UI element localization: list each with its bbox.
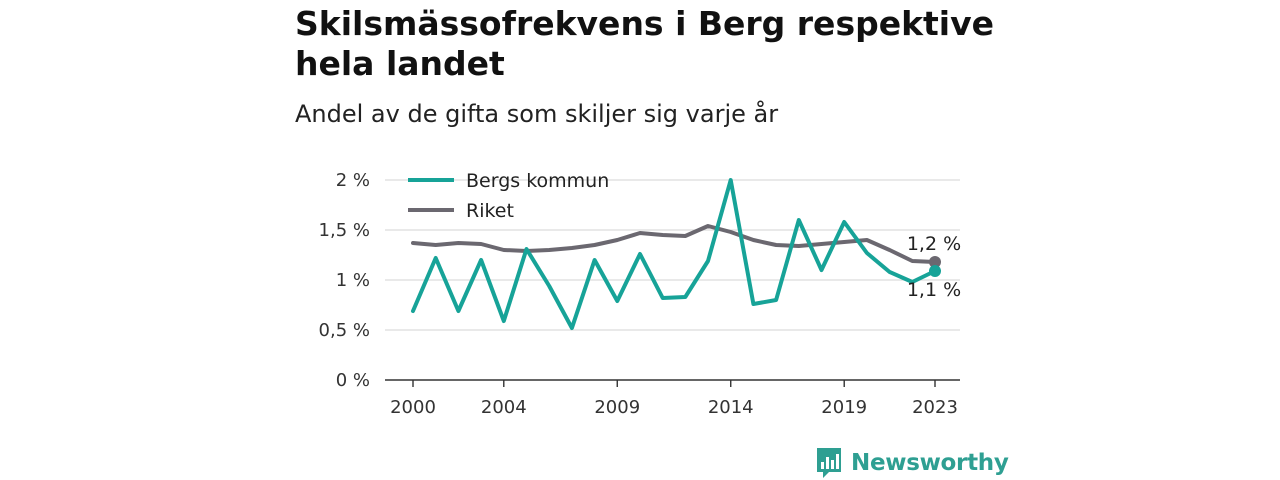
legend-label: Riket xyxy=(466,200,514,222)
legend-label: Bergs kommun xyxy=(466,170,609,192)
y-axis-ticks: 0 % 0,5 % 1 % 1,5 % 2 % xyxy=(319,170,370,391)
x-axis: 2000 2004 2009 2014 2019 2023 xyxy=(385,379,960,418)
chart-title: Skilsmässofrekvens i Berg respektive hel… xyxy=(295,4,995,83)
y-tick-label: 1 % xyxy=(336,270,370,291)
x-tick-label: 2023 xyxy=(912,397,958,418)
chart-subtitle: Andel av de gifta som skiljer sig varje … xyxy=(295,100,779,128)
y-tick-label: 2 % xyxy=(336,170,370,191)
newsworthy-logo-icon xyxy=(817,448,841,478)
end-labels: 1,2 % 1,1 % xyxy=(907,233,961,301)
series-line-bergs-kommun xyxy=(411,178,937,330)
brand: Newsworthy xyxy=(815,446,1009,480)
series-line-riket xyxy=(411,224,937,264)
gridlines xyxy=(385,179,960,331)
x-tick-label: 2000 xyxy=(390,397,436,418)
series-end-point xyxy=(929,256,941,268)
x-tick-label: 2019 xyxy=(821,397,867,418)
brand-name: Newsworthy xyxy=(851,450,1009,476)
x-tick-label: 2009 xyxy=(594,397,640,418)
series-lines xyxy=(411,178,941,330)
x-tick-label: 2014 xyxy=(708,397,754,418)
y-tick-label: 0,5 % xyxy=(319,320,370,341)
legend: Bergs kommun Riket xyxy=(408,170,609,222)
y-tick-label: 1,5 % xyxy=(319,220,370,241)
x-tick-label: 2004 xyxy=(481,397,527,418)
end-label-riket: 1,2 % xyxy=(907,233,961,255)
y-tick-label: 0 % xyxy=(336,370,370,391)
end-label-bergs: 1,1 % xyxy=(907,279,961,301)
series-end-point xyxy=(929,265,941,277)
